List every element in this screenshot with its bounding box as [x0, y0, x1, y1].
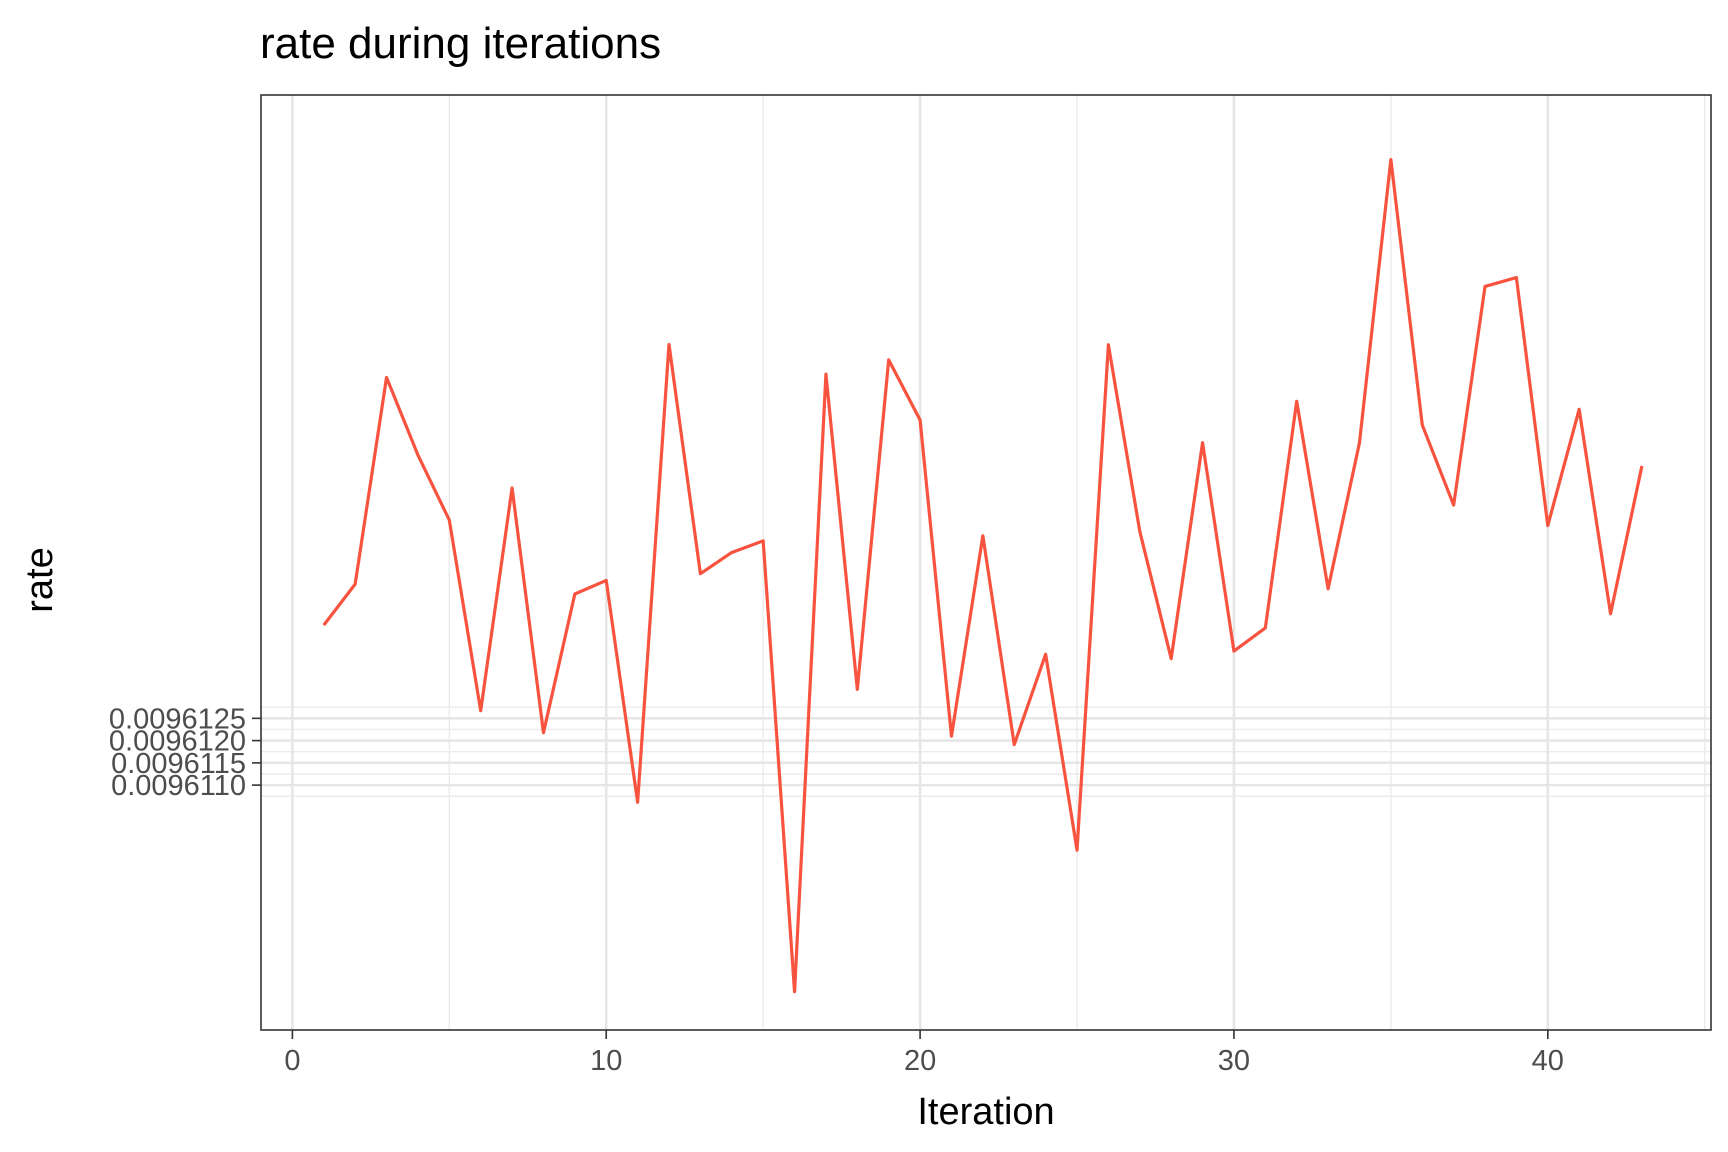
x-tick-label: 30	[1218, 1045, 1250, 1077]
y-tick-label: 0.0096110	[111, 770, 246, 802]
x-axis: 0 10 20 30 40	[284, 1030, 1564, 1077]
rate-line	[322, 157, 1644, 994]
minor-gridlines	[261, 95, 1711, 1030]
x-axis-title: Iteration	[917, 1091, 1054, 1133]
x-tick-label: 20	[904, 1045, 936, 1077]
y-tick-label: 0.0096115	[111, 748, 246, 780]
chart-title: rate during iterations	[260, 19, 661, 68]
plot-panel-border	[260, 94, 1712, 1031]
major-gridlines	[261, 95, 1711, 1030]
x-tick-label: 40	[1532, 1045, 1564, 1077]
y-tick-label: 0.0096125	[109, 703, 246, 735]
y-tick-label: 0.0096120	[109, 726, 246, 758]
x-tick-label: 0	[284, 1045, 300, 1077]
y-axis-title: rate	[19, 547, 61, 612]
x-tick-label: 10	[590, 1045, 622, 1077]
